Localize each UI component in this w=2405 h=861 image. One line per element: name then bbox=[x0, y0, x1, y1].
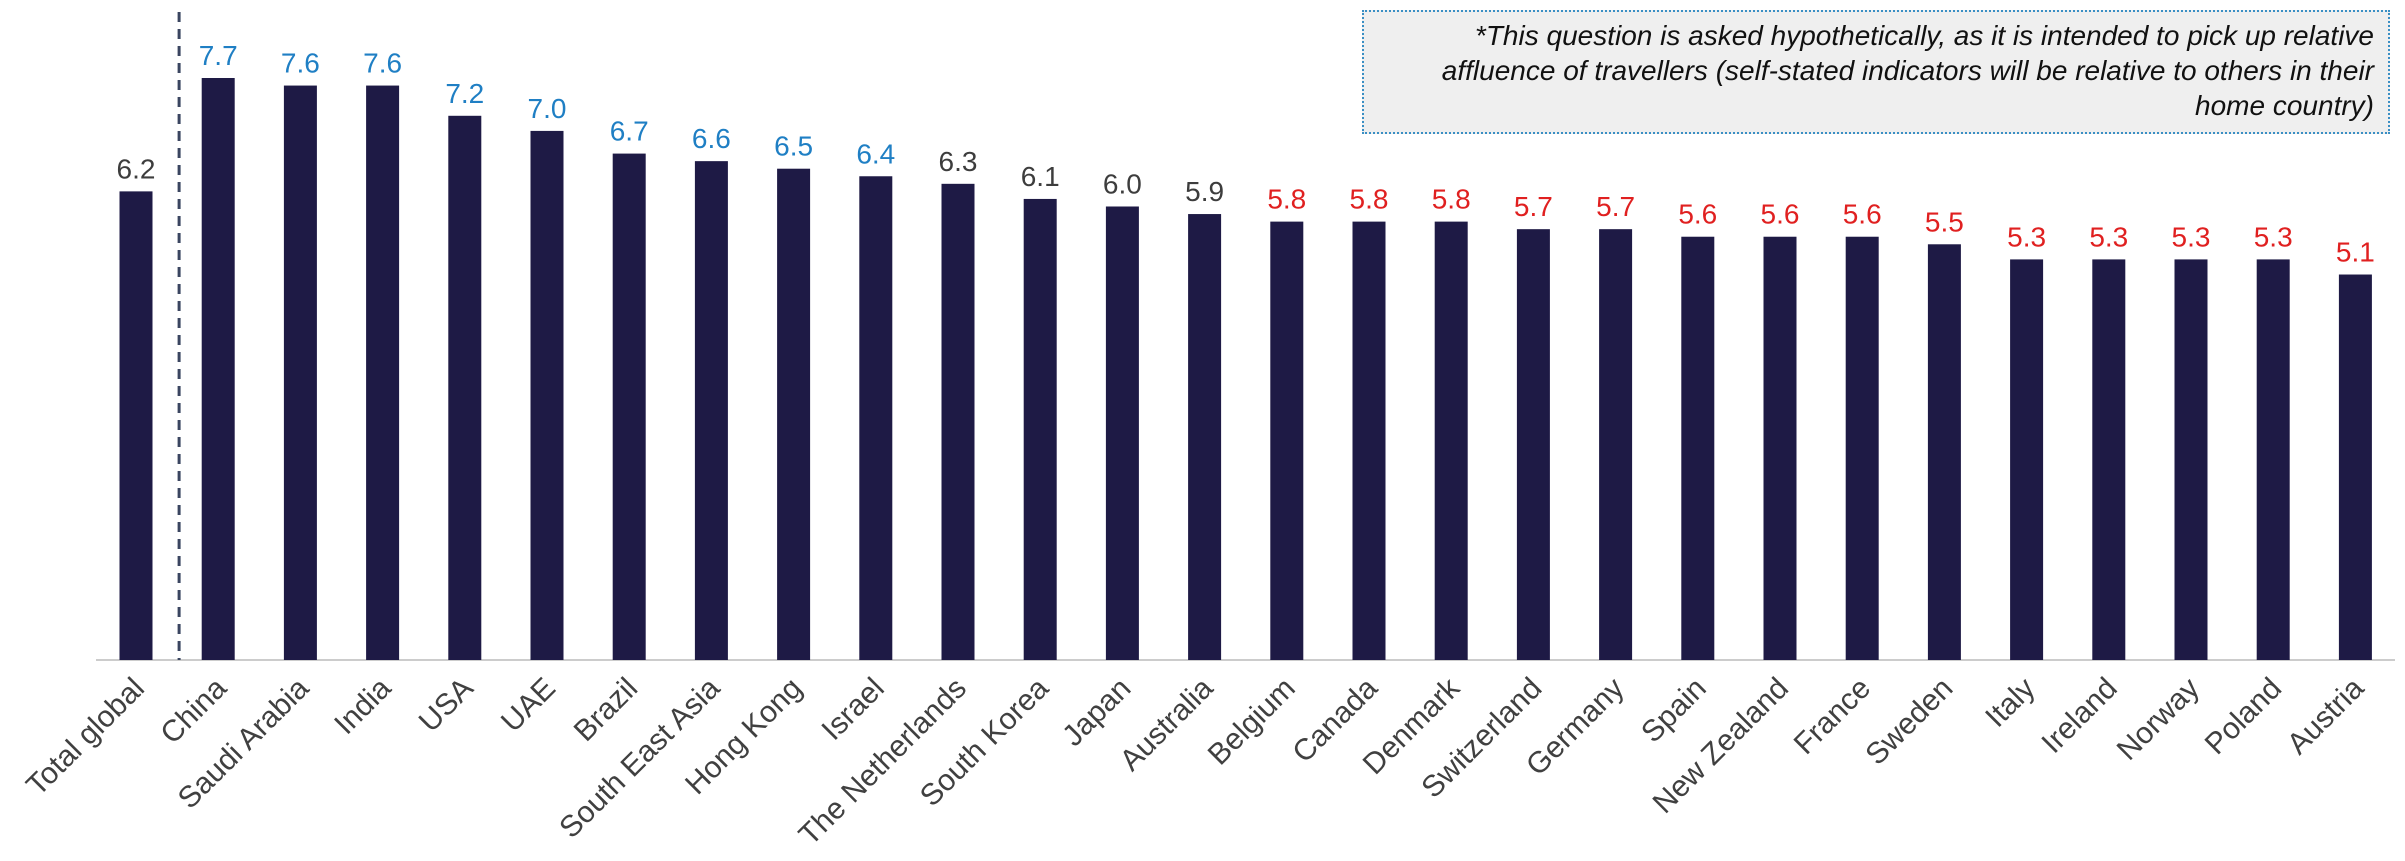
bar bbox=[2010, 259, 2044, 660]
bar bbox=[1352, 221, 1386, 660]
x-tick-label: Sweden bbox=[1859, 672, 1959, 772]
x-tick-label: UAE bbox=[495, 672, 562, 739]
bar bbox=[1599, 229, 1633, 661]
bar bbox=[2256, 259, 2290, 660]
data-label: 5.5 bbox=[1925, 206, 1964, 237]
data-label: 5.7 bbox=[1514, 191, 1553, 222]
bar bbox=[448, 115, 482, 660]
data-label: 7.0 bbox=[528, 93, 567, 124]
bar bbox=[2174, 259, 2208, 660]
bar bbox=[1105, 206, 1139, 660]
data-label: 5.6 bbox=[1761, 199, 1800, 230]
bar bbox=[1270, 221, 1304, 660]
bar bbox=[1845, 236, 1879, 660]
x-tick-label: Belgium bbox=[1202, 672, 1302, 772]
data-label: 5.3 bbox=[2007, 221, 2046, 252]
data-label: 5.6 bbox=[1843, 199, 1882, 230]
data-label: 5.7 bbox=[1596, 191, 1635, 222]
bar bbox=[612, 153, 646, 660]
x-tick-label: Total global bbox=[20, 672, 151, 803]
bar bbox=[941, 183, 975, 660]
x-tick-label: Japan bbox=[1056, 672, 1137, 753]
x-tick-label: Norway bbox=[2111, 672, 2206, 767]
data-label: 5.6 bbox=[1678, 199, 1717, 230]
x-tick-label: China bbox=[154, 671, 233, 750]
x-tick-label: Italy bbox=[1979, 672, 2041, 734]
bar bbox=[859, 176, 893, 660]
data-label: 6.7 bbox=[610, 116, 649, 147]
data-label: 5.1 bbox=[2336, 237, 2375, 268]
bar bbox=[283, 85, 317, 660]
bar bbox=[201, 78, 235, 660]
bar bbox=[694, 161, 728, 660]
x-tick-label: Israel bbox=[816, 672, 891, 747]
data-label: 6.1 bbox=[1021, 161, 1060, 192]
bar bbox=[1188, 214, 1222, 660]
bar bbox=[530, 130, 564, 661]
data-label: 6.6 bbox=[692, 123, 731, 154]
data-label: 6.2 bbox=[117, 153, 156, 184]
x-tick-label: Poland bbox=[2199, 672, 2288, 761]
bar bbox=[1763, 236, 1797, 660]
data-label: 5.8 bbox=[1267, 184, 1306, 215]
data-label: 6.3 bbox=[939, 146, 978, 177]
bar bbox=[2338, 274, 2372, 660]
data-label: 5.3 bbox=[2172, 221, 2211, 252]
bar bbox=[1434, 221, 1468, 660]
data-label: 7.2 bbox=[445, 78, 484, 109]
bar bbox=[2092, 259, 2126, 660]
bar bbox=[777, 168, 811, 660]
footnote-box: *This question is asked hypothetically, … bbox=[1362, 10, 2390, 134]
data-label: 5.3 bbox=[2089, 221, 2128, 252]
x-tick-label: Spain bbox=[1635, 672, 1713, 750]
x-tick-label: Austria bbox=[2281, 671, 2371, 761]
bar bbox=[1516, 229, 1550, 661]
bar bbox=[1681, 236, 1715, 660]
data-label: 6.5 bbox=[774, 131, 813, 162]
x-tick-label: Brazil bbox=[568, 672, 644, 748]
data-label: 7.6 bbox=[363, 48, 402, 79]
data-label: 5.3 bbox=[2254, 221, 2293, 252]
data-label: 5.8 bbox=[1432, 184, 1471, 215]
bar bbox=[119, 191, 153, 660]
data-label: 6.4 bbox=[856, 138, 895, 169]
x-tick-label: USA bbox=[413, 672, 480, 739]
bar bbox=[366, 85, 400, 660]
data-label: 5.8 bbox=[1350, 184, 1389, 215]
data-label: 5.9 bbox=[1185, 176, 1224, 207]
bar bbox=[1927, 244, 1961, 661]
bar bbox=[1023, 198, 1057, 660]
data-label: 6.0 bbox=[1103, 168, 1142, 199]
x-tick-label: India bbox=[328, 671, 398, 741]
x-tick-label: Ireland bbox=[2036, 672, 2124, 760]
data-label: 7.7 bbox=[199, 40, 238, 71]
data-label: 7.6 bbox=[281, 48, 320, 79]
